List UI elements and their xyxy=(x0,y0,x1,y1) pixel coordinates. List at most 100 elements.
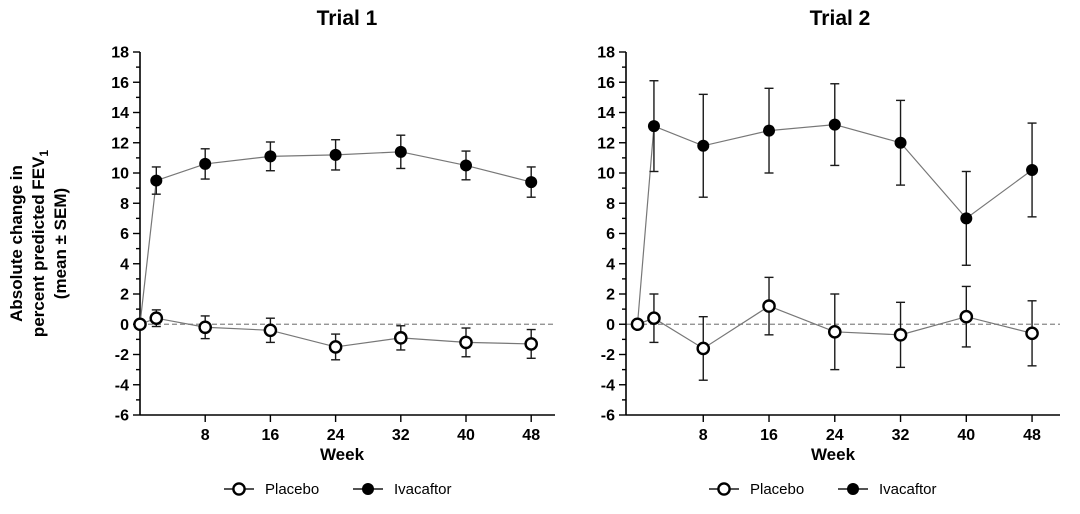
y-axis-title: Absolute change in percent predicted FEV1… xyxy=(7,150,70,337)
data-point-marker-filled xyxy=(1026,163,1039,176)
y-tick-label: 4 xyxy=(606,256,615,273)
data-point-marker-filled xyxy=(460,159,472,172)
y-tick-label: 6 xyxy=(120,226,129,243)
data-point-marker-open xyxy=(328,340,343,354)
legend-item-placebo: Placebo xyxy=(709,481,804,498)
y-tick-label: 10 xyxy=(597,166,615,183)
y-tick-label: 12 xyxy=(597,135,615,152)
y-tick-label: 18 xyxy=(111,45,129,62)
x-tick-label: 8 xyxy=(699,427,708,444)
series-line xyxy=(139,151,532,325)
data-point-marker-open xyxy=(524,337,539,351)
x-tick-label: 16 xyxy=(262,427,280,444)
x-tick-label: 24 xyxy=(826,427,844,444)
data-point-marker-filled xyxy=(894,136,907,149)
y-tick-label: 14 xyxy=(597,105,615,122)
data-point-marker-open xyxy=(647,311,661,326)
legend-item-ivacaftor: Ivacaftor xyxy=(353,481,452,498)
data-point-marker-open xyxy=(630,317,645,332)
data-point-marker-filled xyxy=(647,120,660,133)
legend-label: Ivacaftor xyxy=(879,481,937,498)
series-line xyxy=(636,123,1033,325)
x-tick-label: 32 xyxy=(892,427,910,444)
y-tick-label: 0 xyxy=(120,317,129,334)
y-tick-label: 8 xyxy=(120,196,129,213)
legend-marker-filled xyxy=(847,483,859,495)
legend: Placebo Ivacaftor xyxy=(709,481,937,498)
y-tick-label: 16 xyxy=(111,75,129,92)
x-tick-label: 32 xyxy=(392,427,410,444)
x-tick-label: 40 xyxy=(457,427,475,444)
y-tick-label: -6 xyxy=(115,408,129,425)
data-point-marker-open xyxy=(198,320,212,335)
y-tick-label: 12 xyxy=(111,135,129,152)
data-point-marker-filled xyxy=(199,157,212,170)
legend-label: Placebo xyxy=(750,481,804,498)
data-point-marker-filled xyxy=(763,124,776,137)
data-point-marker-filled xyxy=(828,118,841,131)
y-tick-label: 10 xyxy=(111,166,129,183)
legend: Placebo Ivacaftor xyxy=(224,481,452,498)
panel-title: Trial 1 xyxy=(317,7,378,30)
x-tick-label: 48 xyxy=(1023,427,1041,444)
x-axis-label: Week xyxy=(320,445,365,464)
y-tick-label: -2 xyxy=(601,347,615,364)
data-point-marker-filled xyxy=(264,150,277,163)
series-ivacaftor xyxy=(631,80,1039,331)
legend-item-ivacaftor: Ivacaftor xyxy=(838,481,937,498)
y-tick-label: -4 xyxy=(601,377,615,394)
series-placebo xyxy=(133,309,539,361)
y-tick-label: -6 xyxy=(601,408,615,425)
x-axis-label: Week xyxy=(811,445,856,464)
legend-marker-filled xyxy=(362,483,374,495)
data-point-marker-open xyxy=(263,323,278,338)
data-point-marker-open xyxy=(393,331,408,345)
legend-marker-open xyxy=(232,482,246,496)
data-point-marker-open xyxy=(893,328,908,342)
data-point-marker-filled xyxy=(960,212,973,225)
series-line xyxy=(637,305,1033,350)
y-axis-title-line: Absolute change in xyxy=(7,165,26,322)
legend-item-placebo: Placebo xyxy=(224,481,319,498)
data-point-marker-filled xyxy=(394,145,407,158)
y-tick-label: -2 xyxy=(115,347,129,364)
panel-title: Trial 2 xyxy=(810,7,871,30)
x-tick-label: 48 xyxy=(522,427,540,444)
y-tick-label: -4 xyxy=(115,377,129,394)
data-point-marker-open xyxy=(696,341,711,356)
data-point-marker-open xyxy=(133,317,147,332)
y-tick-label: 4 xyxy=(120,256,129,273)
y-axis-title-line: percent predicted FEV1 xyxy=(29,150,51,337)
data-point-marker-filled xyxy=(150,174,163,187)
data-point-marker-open xyxy=(149,311,164,326)
series-line xyxy=(139,317,532,348)
y-tick-label: 2 xyxy=(606,287,615,304)
data-point-marker-filled xyxy=(697,139,710,152)
data-point-marker-filled xyxy=(525,176,538,189)
y-tick-label: 2 xyxy=(120,287,129,304)
series-placebo xyxy=(630,276,1039,381)
y-tick-label: 14 xyxy=(111,105,129,122)
legend-marker-open xyxy=(717,482,731,496)
y-tick-label: 8 xyxy=(606,196,615,213)
x-tick-label: 16 xyxy=(760,427,778,444)
data-point-marker-open xyxy=(959,309,974,324)
data-point-marker-filled xyxy=(329,148,342,161)
x-tick-label: 8 xyxy=(201,427,210,444)
y-tick-label: 6 xyxy=(606,226,615,243)
y-tick-label: 16 xyxy=(597,75,615,92)
y-axis-title-line: (mean ± SEM) xyxy=(51,188,70,299)
data-point-marker-open xyxy=(459,335,473,350)
legend-label: Ivacaftor xyxy=(394,481,452,498)
y-tick-label: 18 xyxy=(597,45,615,62)
legend-label: Placebo xyxy=(265,481,319,498)
y-tick-label: 0 xyxy=(606,317,615,334)
x-tick-label: 40 xyxy=(957,427,975,444)
data-point-marker-open xyxy=(1025,326,1039,341)
series-ivacaftor xyxy=(134,134,538,331)
data-point-marker-open xyxy=(827,325,842,339)
